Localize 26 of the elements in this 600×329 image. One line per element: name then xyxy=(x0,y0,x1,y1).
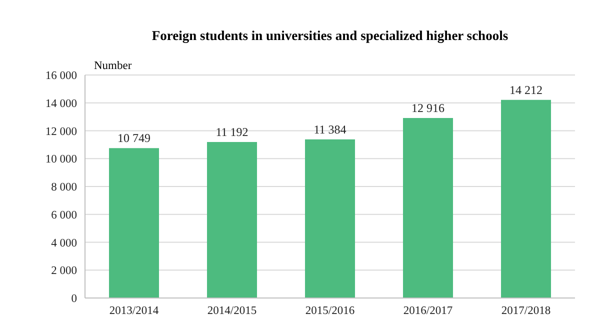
data-label: 10 749 xyxy=(118,131,150,146)
y-tick-label: 0 xyxy=(71,293,78,306)
y-axis-title: Number xyxy=(94,60,132,72)
y-tick-label: 2 000 xyxy=(51,265,78,278)
data-label: 14 212 xyxy=(510,82,542,97)
data-label: 12 916 xyxy=(412,100,444,115)
y-tick-label: 14 000 xyxy=(45,98,78,110)
y-tick-label: 16 000 xyxy=(45,70,78,82)
x-tick-label: 2013/2014 xyxy=(109,305,159,318)
bar xyxy=(501,100,551,298)
data-label: 11 384 xyxy=(314,122,346,136)
bar xyxy=(305,139,355,298)
x-tick-label: 2017/2018 xyxy=(501,305,551,318)
bar xyxy=(109,148,159,298)
y-tick-label: 8 000 xyxy=(51,182,78,194)
y-tick-label: 10 000 xyxy=(45,154,78,166)
x-tick-label: 2014/2015 xyxy=(207,305,257,318)
y-tick-label: 4 000 xyxy=(51,237,78,250)
x-tick-label: 2015/2016 xyxy=(305,305,355,318)
chart-title: Foreign students in universities and specialized higher schools xyxy=(150,28,510,44)
y-tick-label: 12 000 xyxy=(45,126,78,138)
data-label: 11 192 xyxy=(216,125,248,140)
y-tick-label: 6 000 xyxy=(51,209,78,222)
bar xyxy=(403,118,453,298)
x-tick-label: 2016/2017 xyxy=(403,305,453,318)
bar xyxy=(207,142,257,298)
